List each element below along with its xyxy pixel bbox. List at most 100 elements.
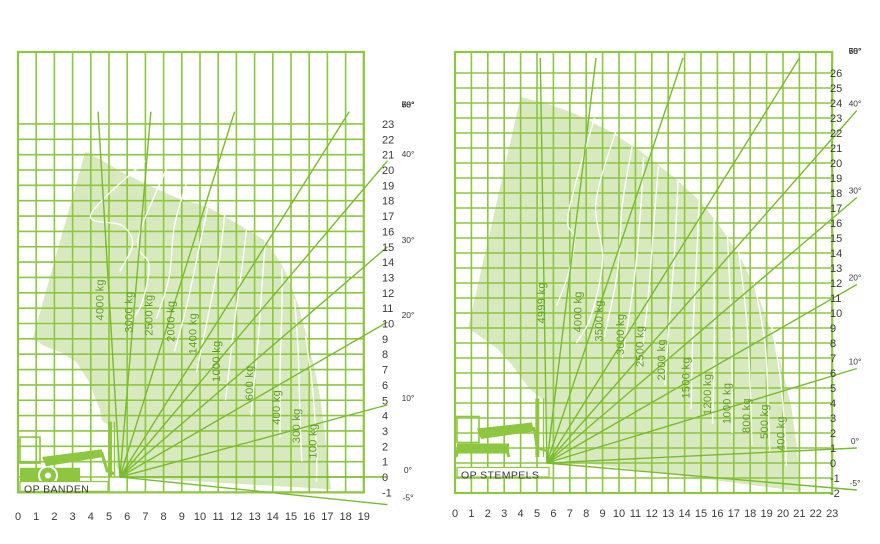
angle-label: 20° — [402, 310, 415, 320]
x-tick-label: 2 — [51, 511, 57, 523]
load-curve — [621, 156, 645, 359]
x-tick-label: 21 — [793, 508, 805, 520]
angle-label: 20° — [849, 273, 862, 283]
boom-icon — [477, 422, 534, 439]
angle-label: 30° — [402, 235, 415, 245]
y-tick-label: 4 — [830, 398, 836, 410]
load-label: 400 kg — [271, 390, 283, 425]
angle-label: -5° — [850, 478, 861, 488]
forks-icon — [532, 426, 548, 453]
x-tick-label: 20 — [777, 508, 789, 520]
x-tick-label: 8 — [161, 511, 167, 523]
y-tick-label: 21 — [382, 150, 394, 162]
load-curve — [173, 200, 210, 352]
x-tick-label: 2 — [485, 508, 491, 520]
y-tick-label: 10 — [830, 308, 842, 320]
x-tick-label: 12 — [230, 511, 242, 523]
x-tick-label: 22 — [810, 508, 822, 520]
x-tick-label: 6 — [124, 511, 130, 523]
load-label: 3500 kg — [594, 300, 606, 341]
y-tick-label: 23 — [382, 119, 394, 131]
angle-label: 40° — [849, 99, 862, 109]
load-label: 1200 kg — [702, 374, 714, 415]
y-tick-label: 12 — [382, 288, 394, 300]
x-tick-label: 19 — [358, 511, 370, 523]
y-tick-label: 11 — [382, 303, 393, 315]
x-tick-label: 4 — [88, 511, 94, 523]
y-tick-label: 16 — [382, 226, 394, 238]
load-curve — [304, 335, 318, 482]
boom-angle-line — [546, 57, 684, 464]
load-label: 100 kg — [307, 424, 319, 459]
load-curve — [769, 315, 787, 467]
y-tick-label: 8 — [830, 338, 836, 350]
x-tick-label: 7 — [567, 508, 573, 520]
boom-angle-line — [546, 367, 858, 464]
chart-title: OP STEMPELS — [461, 470, 539, 482]
x-tick-label: 17 — [728, 508, 740, 520]
boom-angle-line — [546, 57, 597, 464]
chart-title-badge — [19, 480, 109, 492]
boom-angle-line — [539, 57, 548, 464]
x-tick-label: 8 — [583, 508, 589, 520]
load-curve — [293, 298, 303, 462]
y-tick-label: 15 — [382, 242, 394, 254]
load-label: 4000 kg — [572, 291, 584, 332]
load-label: 400 kg — [776, 416, 788, 451]
x-tick-label: 13 — [248, 511, 260, 523]
y-tick-label: 24 — [830, 98, 842, 110]
load-curve — [639, 165, 660, 368]
x-tick-label: 23 — [826, 508, 838, 520]
x-tick-label: 17 — [321, 511, 333, 523]
boom-angle-line — [119, 111, 350, 478]
angle-label: 10° — [402, 393, 415, 403]
y-tick-label: 16 — [830, 218, 842, 230]
y-tick-label: 14 — [830, 248, 842, 260]
y-tick-label: 19 — [830, 173, 842, 185]
load-label: 800 kg — [741, 398, 753, 433]
load-label: 300 kg — [291, 408, 303, 443]
load-label: 2000 kg — [166, 301, 178, 342]
load-label: 4000 kg — [95, 279, 107, 320]
x-tick-label: 1 — [468, 508, 474, 520]
boom-angle-line — [119, 111, 236, 478]
x-tick-label: 9 — [600, 508, 606, 520]
y-tick-label: -2 — [830, 488, 840, 500]
boom-angle-line — [546, 462, 857, 491]
chart-title-badge — [456, 466, 550, 478]
load-curve — [603, 146, 633, 338]
y-tick-label: 22 — [382, 134, 394, 146]
y-tick-label: -1 — [382, 487, 392, 499]
x-tick-label: 11 — [212, 511, 223, 523]
boom-angle-line — [119, 246, 388, 478]
y-tick-label: 17 — [382, 211, 394, 223]
x-tick-label: 0 — [452, 508, 458, 520]
y-tick-label: 3 — [382, 426, 388, 438]
boom-angle-line — [546, 57, 800, 464]
boom-angle-line — [546, 447, 857, 464]
x-tick-label: 10 — [613, 508, 625, 520]
boom-angle-line — [119, 476, 388, 506]
load-curve — [128, 166, 168, 324]
y-tick-label: 18 — [382, 196, 394, 208]
x-tick-label: 14 — [678, 508, 690, 520]
angle-label: 0° — [404, 465, 412, 475]
x-tick-label: 9 — [179, 511, 185, 523]
x-tick-label: 1 — [33, 511, 39, 523]
fork-carriage-icon — [535, 398, 540, 457]
y-tick-label: 7 — [830, 353, 836, 365]
y-tick-label: 2 — [830, 428, 836, 440]
telehandler-icon — [454, 398, 548, 458]
x-tick-label: 16 — [711, 508, 723, 520]
y-tick-label: 10 — [382, 319, 394, 331]
angle-label: -5° — [403, 493, 414, 503]
angle-label: 78° — [849, 46, 862, 56]
load-label: 2500 kg — [635, 326, 647, 367]
load-label: 600 kg — [244, 365, 256, 400]
load-label: 2500 kg — [144, 295, 156, 336]
x-tick-label: 7 — [142, 511, 148, 523]
load-chart-op-banden: 78°70°60°50° 40° 30° 20° 10° 0° -5° 4000 kg 3000… — [15, 50, 415, 523]
angle-label: 40° — [402, 149, 415, 159]
load-label: 2000 kg — [656, 339, 668, 380]
